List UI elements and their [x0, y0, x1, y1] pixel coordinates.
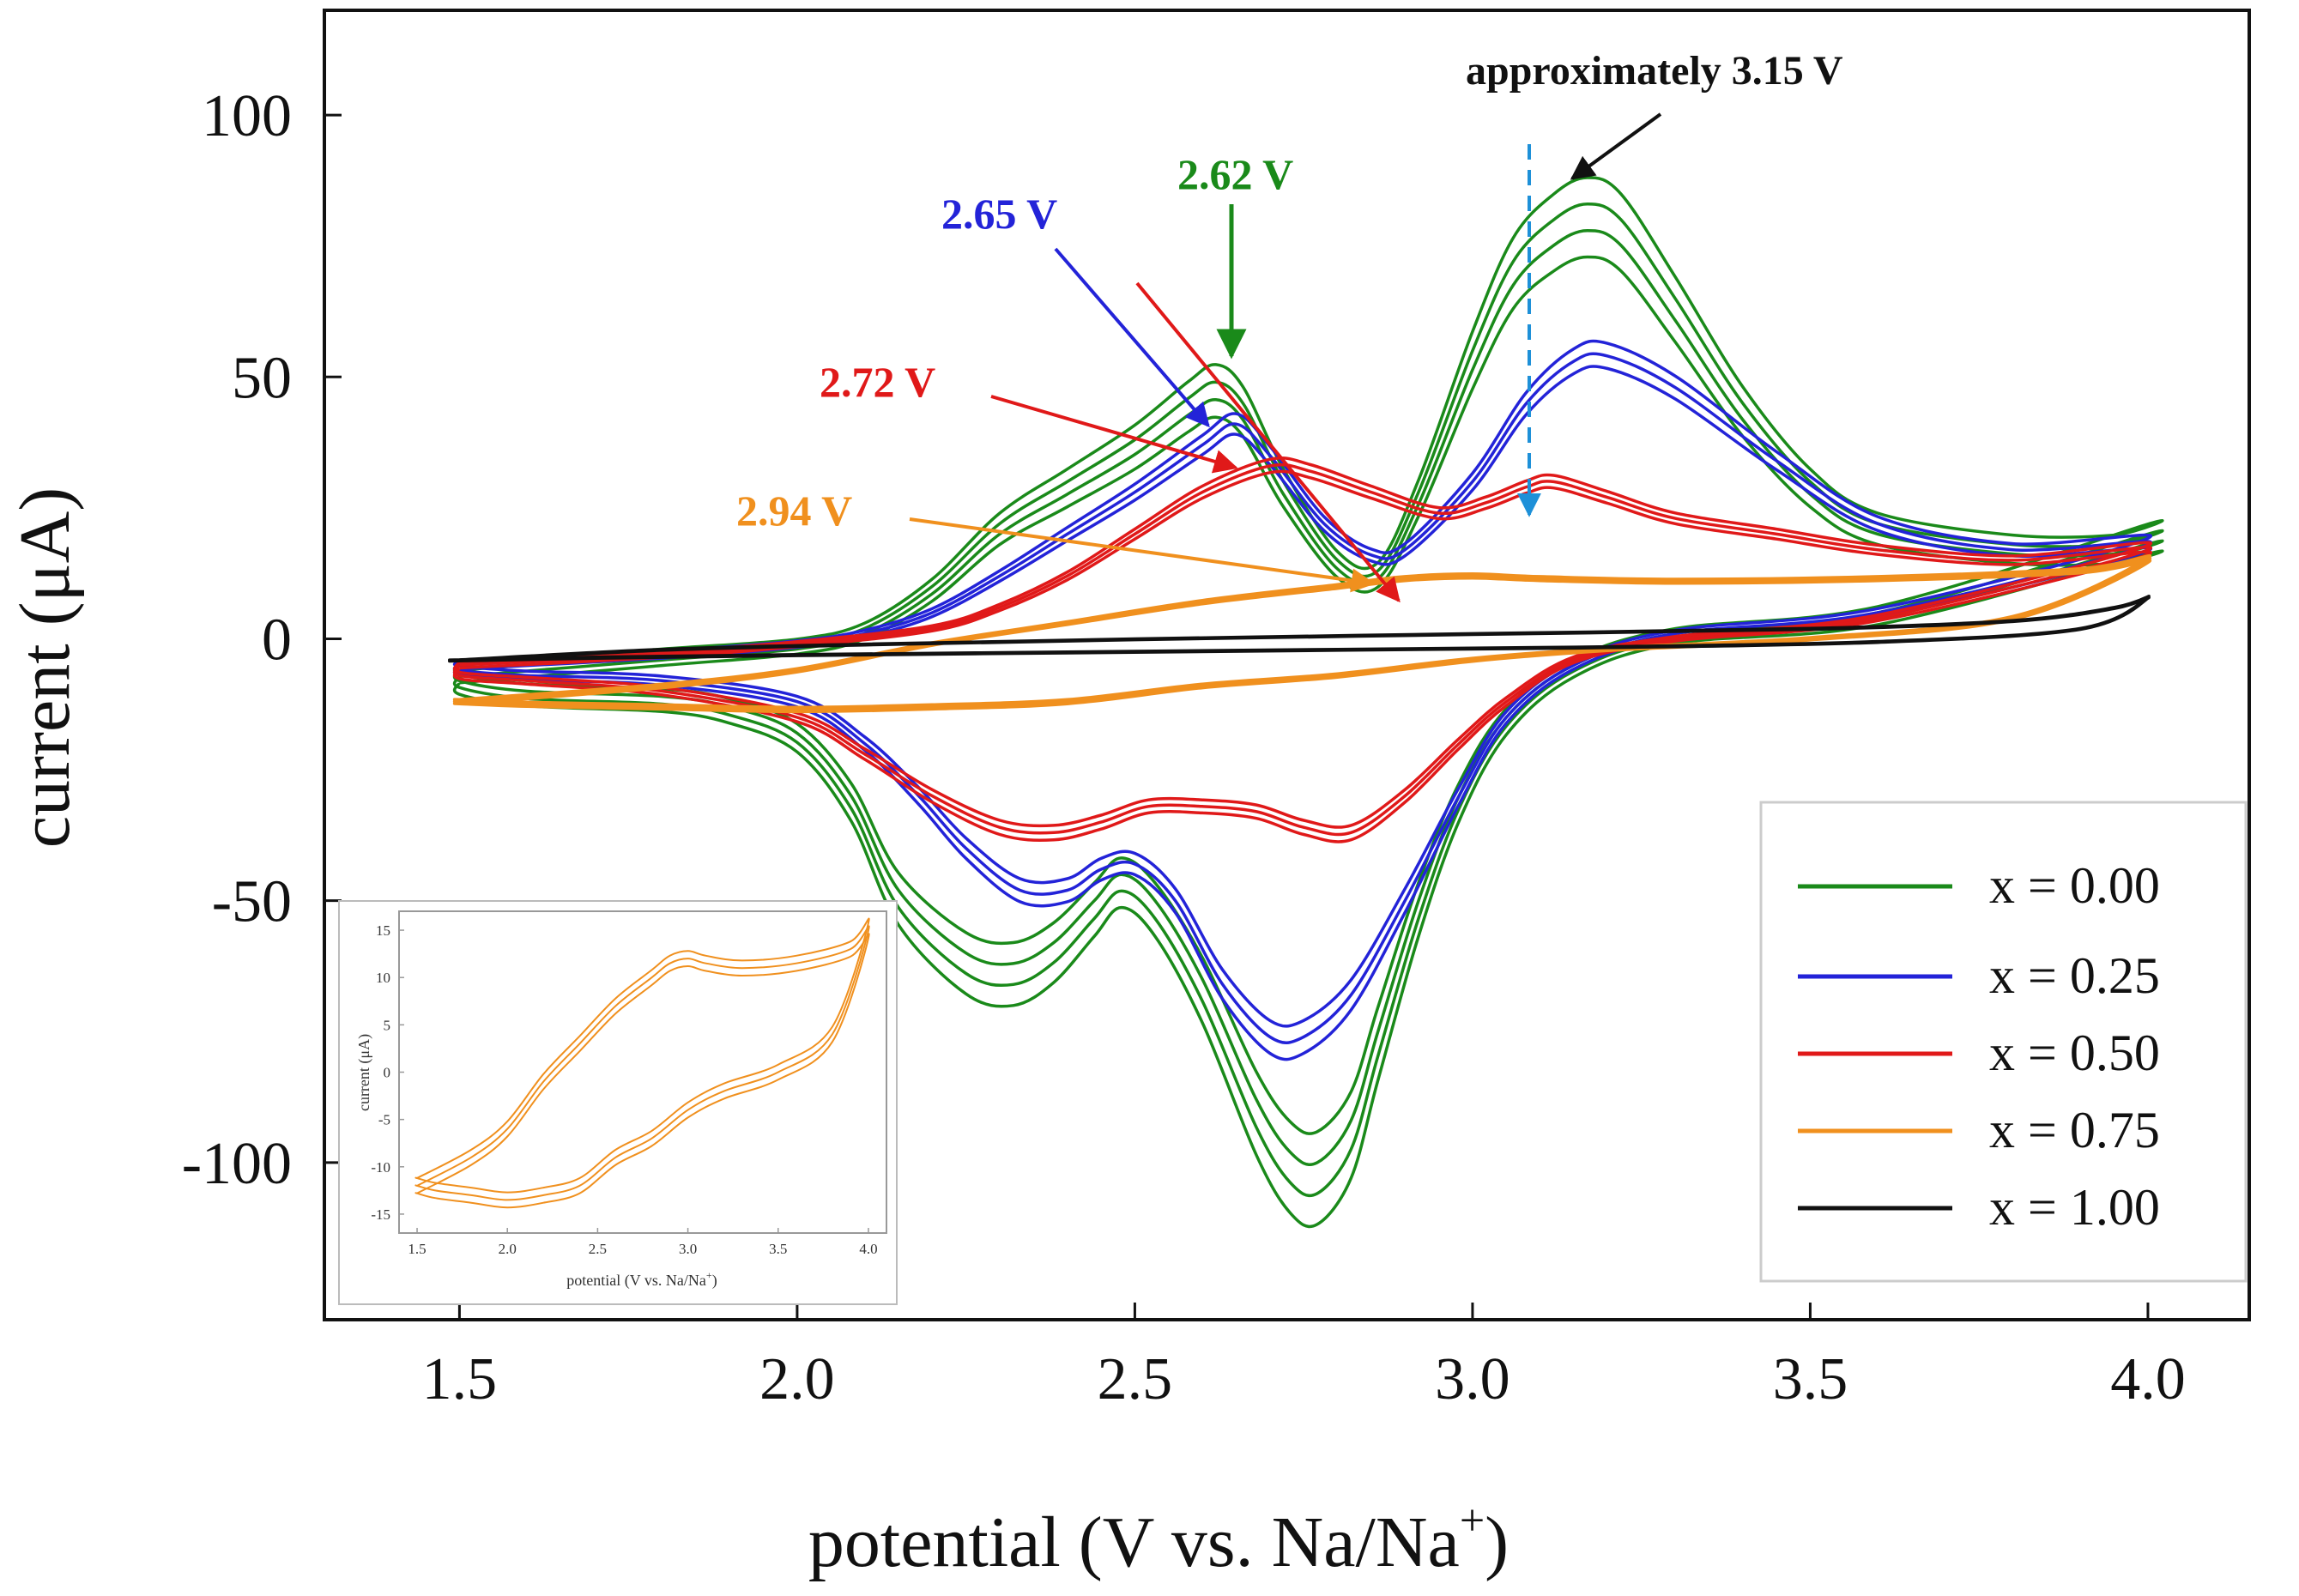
inset-cycle-2: [414, 917, 870, 1194]
y-tick-label-0: -100: [182, 1131, 292, 1197]
legend: x = 0.00 x = 0.25 x = 0.50 x = 0.75 x = …: [1759, 801, 2248, 1283]
inset-y-tick-label-6: 15: [376, 922, 390, 939]
inset-series-layer: [414, 917, 870, 1209]
annotation-2-72v: 2.72 V: [820, 358, 935, 406]
legend-item-1: x = 0.25: [1798, 947, 2160, 1004]
legend-label-2: x = 0.50: [1989, 1025, 2160, 1081]
inset-x-axis-title: potential (V vs. Na/Na+): [566, 1269, 717, 1290]
y-tick-label-3: 50: [232, 345, 292, 411]
legend-item-3: x = 0.75: [1798, 1102, 2160, 1158]
inset-ticks: 1.5 2.0 2.5 3.0 3.5 4.0 -15 -10 -5 0 5 10 15: [371, 922, 877, 1257]
annotation-arrow-2-72v-b: [1135, 281, 1401, 603]
y-axis-ticks: -100 -50 0 50 100: [182, 83, 342, 1197]
plot-frame: [323, 9, 2251, 1321]
inset-x-tick-label-0: 1.5: [408, 1241, 426, 1257]
annotation-arrow-2-94v: [909, 517, 1376, 593]
inset-y-tick-label-5: 10: [376, 970, 390, 986]
inset-chart: 1.5 2.0 2.5 3.0 3.5 4.0 -15 -10 -5 0 5 10 15 potenti…: [338, 900, 898, 1305]
y-tick-label-1: -50: [212, 869, 292, 935]
legend-item-4: x = 1.00: [1798, 1179, 2160, 1236]
annotation-3-15v: approximately 3.15 V: [1466, 48, 1843, 94]
annotation-arrow-2-72v-a: [990, 395, 1238, 474]
inset-y-tick-label-3: 0: [384, 1065, 391, 1081]
legend-label-4: x = 1.00: [1989, 1179, 2160, 1236]
series-4: [448, 595, 2151, 663]
inset-y-tick-label-1: -10: [371, 1159, 390, 1176]
legend-label-0: x = 0.00: [1989, 857, 2160, 914]
x-tick-label-0: 1.5: [422, 1346, 498, 1412]
x-axis-ticks: 1.5 2.0 2.5 3.0 3.5 4.0: [422, 1303, 2186, 1412]
series-2-cycle-2: [452, 456, 2152, 829]
x-tick-label-3: 3.0: [1435, 1346, 1510, 1412]
annotation-arrow-2-65v: [1054, 247, 1210, 428]
series-3: [452, 553, 2151, 714]
legend-item-2: x = 0.50: [1798, 1025, 2160, 1081]
x-axis-title: potential (V vs. Na/Na+): [808, 1496, 1509, 1582]
inset-y-axis-title: current (μA): [355, 1034, 373, 1111]
annotation-2-62v: 2.62 V: [1177, 150, 1293, 198]
series-3-cycle-1: [452, 559, 2151, 714]
series-4-cycle-1: [448, 595, 2151, 663]
inset-x-tick-label-3: 3.0: [679, 1241, 697, 1257]
series-1-cycle-2: [452, 339, 2152, 1028]
inset-x-tick-label-1: 2.0: [499, 1241, 517, 1257]
y-tick-label-2: 0: [262, 607, 292, 673]
annotation-2-65v: 2.65 V: [941, 190, 1057, 238]
inset-y-tick-label-4: 5: [384, 1017, 391, 1033]
legend-item-0: x = 0.00: [1798, 857, 2160, 914]
y-axis-title: current (μA): [5, 487, 85, 849]
inset-x-tick-label-5: 4.0: [859, 1241, 877, 1257]
legend-label-3: x = 0.75: [1989, 1102, 2160, 1158]
annotation-2-94v: 2.94 V: [736, 487, 852, 535]
inset-background: [338, 900, 898, 1305]
x-tick-label-4: 3.5: [1773, 1346, 1848, 1412]
annotation-group: approximately 3.15 V 2.62 V 2.65 V 2.72 …: [736, 48, 1843, 603]
annotation-arrow-3-15v: [1570, 112, 1662, 180]
inset-y-tick-label-0: -15: [371, 1206, 390, 1223]
legend-label-1: x = 0.25: [1989, 947, 2160, 1004]
inset-x-tick-label-4: 3.5: [769, 1241, 787, 1257]
x-tick-label-5: 4.0: [2110, 1346, 2186, 1412]
x-tick-label-1: 2.0: [759, 1346, 835, 1412]
x-tick-label-2: 2.5: [1098, 1346, 1173, 1412]
inset-cycle-0: [414, 925, 870, 1201]
y-tick-label-4: 100: [202, 83, 292, 149]
legend-box: [1759, 801, 2248, 1283]
series-0-cycle-3: [452, 176, 2164, 1135]
inset-cycle-1: [414, 933, 870, 1209]
inset-y-tick-label-2: -5: [378, 1112, 390, 1128]
series-3-cycle-2: [452, 553, 2151, 710]
inset-x-tick-label-2: 2.5: [589, 1241, 607, 1257]
